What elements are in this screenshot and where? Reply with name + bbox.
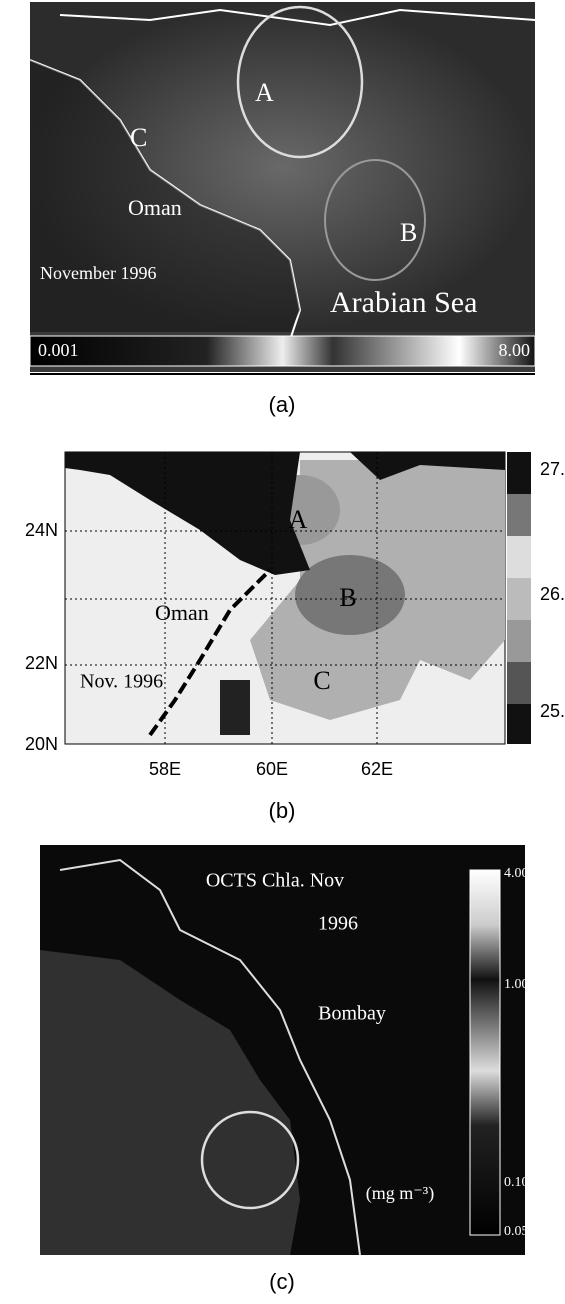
- lat-tick: 24N: [25, 520, 58, 540]
- lon-tick: 60E: [256, 759, 288, 779]
- panel-b: A B C Oman Nov. 1996 24N 22N 20N 58E 60E…: [25, 451, 565, 823]
- eddy-circle: [236, 5, 364, 159]
- graticule: [65, 452, 505, 744]
- colorbar: [469, 869, 501, 1236]
- region-label: Oman: [128, 195, 182, 220]
- ocean-texture: [40, 950, 300, 1255]
- region-label: Oman: [155, 600, 209, 625]
- scale-tick: 27.4: [540, 459, 565, 479]
- date-label: Nov. 1996: [80, 671, 163, 693]
- scale-label: 8.00: [499, 340, 531, 360]
- scale-label: 0.001: [38, 340, 79, 360]
- caption: (c): [269, 1269, 295, 1294]
- lat-tick: 20N: [25, 734, 58, 754]
- scale-tick: 1.00: [504, 977, 529, 992]
- coastline: [59, 858, 361, 1256]
- scale-tick: 26.4: [540, 584, 565, 604]
- scale-tick: 0.10: [504, 1175, 529, 1190]
- colorbar: [507, 452, 531, 744]
- place-label: Bombay: [318, 1003, 386, 1025]
- label: A: [255, 78, 274, 107]
- panel-c: OCTS Chla. Nov 1996 Bombay (mg m⁻³) 4.00…: [40, 845, 529, 1294]
- eddy-ring: [324, 159, 426, 281]
- lon-tick: 62E: [361, 759, 393, 779]
- lat-tick: 22N: [25, 653, 58, 673]
- panel-a: A B C Oman November 1996 Arabian Sea 0.0…: [29, 2, 536, 417]
- label: B: [339, 583, 356, 612]
- scale-tick: 0.05: [504, 1224, 529, 1239]
- label: B: [400, 218, 417, 247]
- sea-label: Arabian Sea: [330, 286, 477, 319]
- land: [30, 60, 300, 332]
- caption: (b): [269, 798, 296, 823]
- scale-tick: 25.6: [540, 701, 565, 721]
- label: A: [289, 505, 308, 534]
- year-label: 1996: [318, 913, 358, 935]
- label: C: [130, 123, 147, 152]
- unit-label: (mg m⁻³): [366, 1183, 434, 1204]
- scale-tick: 4.00: [504, 866, 529, 881]
- date-label: November 1996: [40, 263, 156, 283]
- caption: (a): [269, 392, 296, 417]
- coastline: [148, 568, 272, 737]
- land-north: [350, 452, 505, 480]
- title: OCTS Chla. Nov: [206, 870, 344, 892]
- dark-patch: [220, 680, 250, 735]
- eddy-b: [295, 555, 405, 635]
- colorbar: [29, 335, 536, 367]
- land: [65, 452, 310, 575]
- coastline-north: [59, 8, 536, 27]
- label: C: [313, 666, 330, 695]
- lon-tick: 58E: [149, 759, 181, 779]
- eddy-circle: [200, 1110, 300, 1210]
